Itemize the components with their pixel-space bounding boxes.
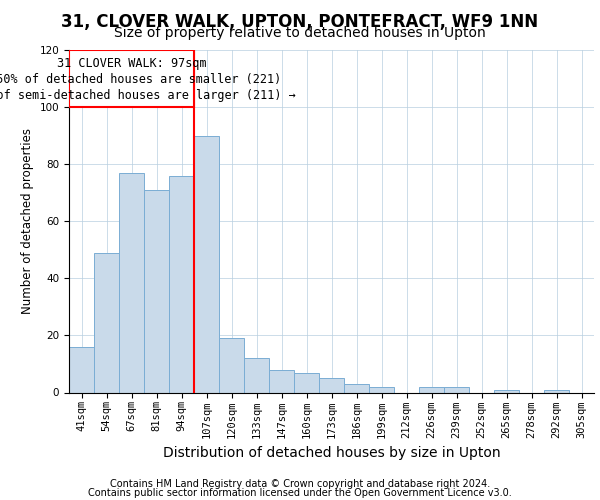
Bar: [269, 370, 294, 392]
Bar: [169, 176, 194, 392]
Bar: [69, 50, 194, 107]
Bar: [444, 387, 469, 392]
Bar: [194, 136, 219, 392]
Text: 31, CLOVER WALK, UPTON, PONTEFRACT, WF9 1NN: 31, CLOVER WALK, UPTON, PONTEFRACT, WF9 …: [61, 12, 539, 30]
Text: Contains public sector information licensed under the Open Government Licence v3: Contains public sector information licen…: [88, 488, 512, 498]
Text: 48% of semi-detached houses are larger (211) →: 48% of semi-detached houses are larger (…: [0, 88, 295, 102]
Bar: [369, 387, 394, 392]
Bar: [544, 390, 569, 392]
Bar: [419, 387, 444, 392]
Text: Contains HM Land Registry data © Crown copyright and database right 2024.: Contains HM Land Registry data © Crown c…: [110, 479, 490, 489]
Bar: [219, 338, 244, 392]
Bar: [119, 172, 144, 392]
Bar: [244, 358, 269, 392]
Text: ← 50% of detached houses are smaller (221): ← 50% of detached houses are smaller (22…: [0, 73, 281, 86]
Text: 31 CLOVER WALK: 97sqm: 31 CLOVER WALK: 97sqm: [56, 57, 206, 70]
Bar: [94, 252, 119, 392]
Bar: [144, 190, 169, 392]
Bar: [319, 378, 344, 392]
Y-axis label: Number of detached properties: Number of detached properties: [21, 128, 34, 314]
Bar: [344, 384, 369, 392]
Bar: [69, 347, 94, 393]
Bar: [294, 372, 319, 392]
Bar: [494, 390, 519, 392]
Text: Size of property relative to detached houses in Upton: Size of property relative to detached ho…: [114, 26, 486, 40]
X-axis label: Distribution of detached houses by size in Upton: Distribution of detached houses by size …: [163, 446, 500, 460]
